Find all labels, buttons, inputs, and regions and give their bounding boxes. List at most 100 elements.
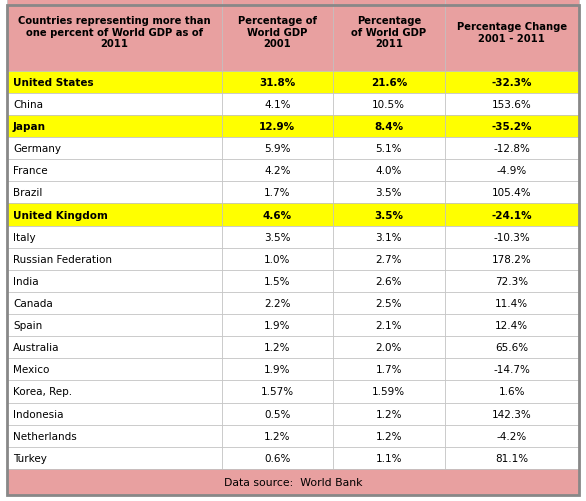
Bar <box>7 226 222 248</box>
Text: 21.6%: 21.6% <box>371 78 407 88</box>
Text: -24.1%: -24.1% <box>492 210 532 220</box>
Text: 1.7%: 1.7% <box>264 188 291 198</box>
Bar <box>445 116 579 138</box>
Bar <box>7 138 222 160</box>
Text: India: India <box>13 277 39 286</box>
Text: -4.9%: -4.9% <box>497 166 527 176</box>
Bar <box>222 204 333 226</box>
Bar <box>333 94 445 116</box>
Bar <box>7 0 222 72</box>
Text: 3.5%: 3.5% <box>376 188 402 198</box>
Bar <box>445 359 579 381</box>
Text: -35.2%: -35.2% <box>492 122 532 132</box>
Bar <box>222 72 333 94</box>
Text: United States: United States <box>13 78 94 88</box>
Bar <box>333 425 445 447</box>
Bar <box>445 293 579 315</box>
Bar <box>333 359 445 381</box>
Text: 81.1%: 81.1% <box>495 453 529 463</box>
Text: Brazil: Brazil <box>13 188 42 198</box>
Text: 0.6%: 0.6% <box>264 453 291 463</box>
Text: 12.4%: 12.4% <box>495 321 529 331</box>
Bar <box>7 359 222 381</box>
Bar <box>333 447 445 469</box>
Text: -32.3%: -32.3% <box>492 78 532 88</box>
Bar <box>222 116 333 138</box>
Bar <box>333 72 445 94</box>
Bar <box>333 138 445 160</box>
Text: 2.0%: 2.0% <box>376 343 402 353</box>
Text: United Kingdom: United Kingdom <box>13 210 108 220</box>
Bar <box>445 160 579 182</box>
Bar <box>7 204 222 226</box>
Text: 72.3%: 72.3% <box>495 277 529 286</box>
Bar <box>333 271 445 293</box>
Text: Countries representing more than
one percent of World GDP as of
2011: Countries representing more than one per… <box>18 16 210 50</box>
Bar <box>7 447 222 469</box>
Bar <box>333 182 445 204</box>
Text: 1.0%: 1.0% <box>264 255 291 264</box>
Text: 4.0%: 4.0% <box>376 166 402 176</box>
Bar <box>333 116 445 138</box>
Text: 153.6%: 153.6% <box>492 100 532 110</box>
Bar <box>222 226 333 248</box>
Bar <box>7 182 222 204</box>
Bar <box>445 94 579 116</box>
Bar <box>445 337 579 359</box>
Text: 8.4%: 8.4% <box>374 122 403 132</box>
Text: 2.7%: 2.7% <box>376 255 402 264</box>
Text: Netherlands: Netherlands <box>13 431 77 441</box>
Text: Australia: Australia <box>13 343 59 353</box>
Text: 5.9%: 5.9% <box>264 144 291 154</box>
Bar <box>445 381 579 403</box>
Bar <box>445 138 579 160</box>
Text: 1.7%: 1.7% <box>376 365 402 375</box>
Text: Japan: Japan <box>13 122 46 132</box>
Text: 11.4%: 11.4% <box>495 299 529 309</box>
Text: Germany: Germany <box>13 144 61 154</box>
Text: 2.2%: 2.2% <box>264 299 291 309</box>
Bar <box>222 447 333 469</box>
Bar <box>222 381 333 403</box>
Text: 0.5%: 0.5% <box>264 409 291 419</box>
Bar <box>222 138 333 160</box>
Bar <box>333 337 445 359</box>
Bar <box>445 248 579 271</box>
Text: France: France <box>13 166 47 176</box>
Text: 1.6%: 1.6% <box>499 387 525 397</box>
Bar <box>333 403 445 425</box>
Text: 12.9%: 12.9% <box>259 122 295 132</box>
Text: 3.5%: 3.5% <box>374 210 403 220</box>
Text: China: China <box>13 100 43 110</box>
Text: 4.1%: 4.1% <box>264 100 291 110</box>
Bar <box>333 293 445 315</box>
Bar <box>445 226 579 248</box>
Text: Spain: Spain <box>13 321 42 331</box>
Bar <box>222 271 333 293</box>
Bar <box>222 425 333 447</box>
Text: -4.2%: -4.2% <box>497 431 527 441</box>
Bar <box>7 271 222 293</box>
Bar <box>445 315 579 337</box>
Text: 1.2%: 1.2% <box>376 409 402 419</box>
Bar <box>222 337 333 359</box>
Text: Mexico: Mexico <box>13 365 49 375</box>
Bar <box>333 226 445 248</box>
Bar <box>445 72 579 94</box>
Bar <box>445 447 579 469</box>
Bar <box>7 72 222 94</box>
Text: 1.2%: 1.2% <box>264 343 291 353</box>
Text: Korea, Rep.: Korea, Rep. <box>13 387 72 397</box>
Text: 1.1%: 1.1% <box>376 453 402 463</box>
Bar <box>7 315 222 337</box>
Text: 1.2%: 1.2% <box>376 431 402 441</box>
Bar <box>333 248 445 271</box>
Bar <box>333 204 445 226</box>
Bar <box>222 293 333 315</box>
Bar <box>7 469 579 495</box>
Bar <box>222 182 333 204</box>
Bar <box>222 248 333 271</box>
Bar <box>7 403 222 425</box>
Text: -10.3%: -10.3% <box>493 232 530 242</box>
Bar <box>7 94 222 116</box>
